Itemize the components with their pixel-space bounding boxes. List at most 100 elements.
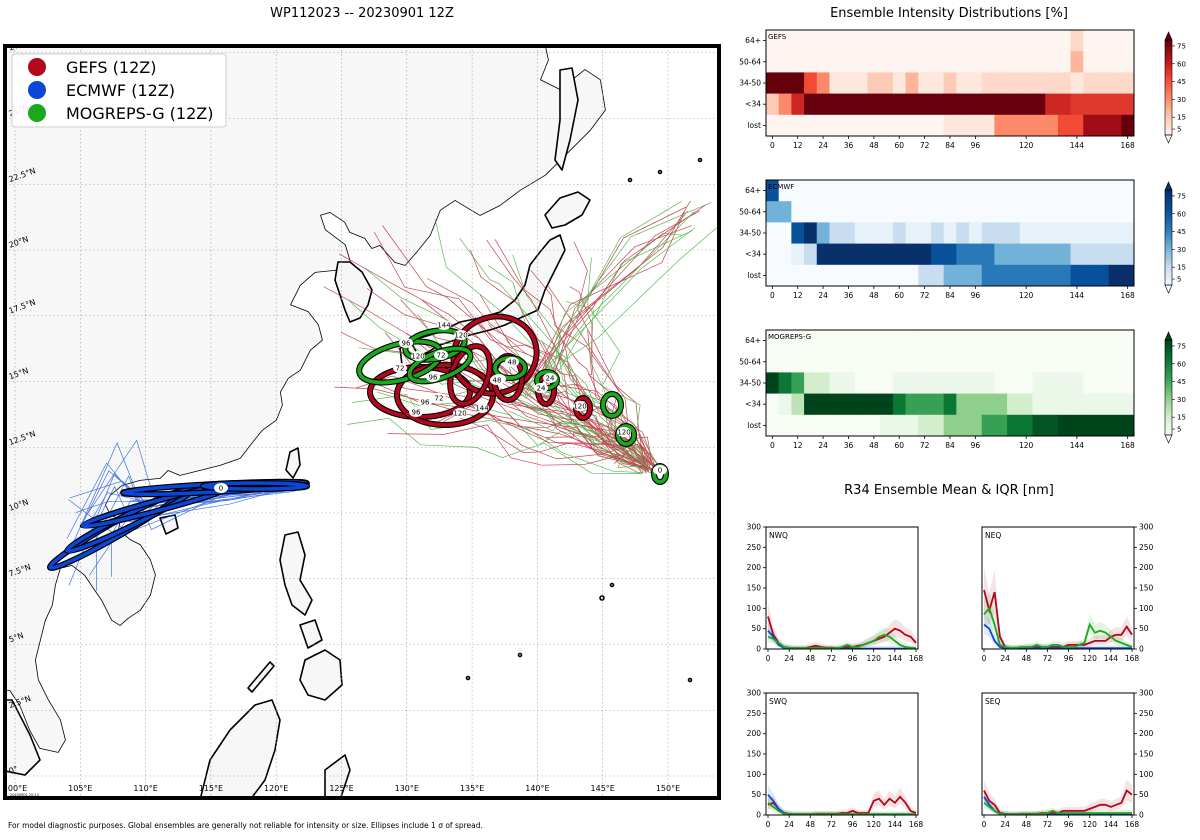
- lon-label: 105°E: [68, 784, 92, 793]
- row-label: 34-50: [739, 229, 761, 238]
- mogreps-hour-label: 24: [543, 373, 557, 383]
- mogreps-hour-label: 120: [617, 427, 631, 437]
- heatmap-cell: [766, 372, 780, 394]
- heatmap-cell: [905, 264, 919, 287]
- heatmap-cell: [1007, 51, 1021, 73]
- hour-label-bg: [543, 373, 557, 383]
- x-tick-label: 120: [1019, 441, 1034, 450]
- colorbar-segment: [1165, 242, 1172, 246]
- x-tick-label: 72: [920, 141, 930, 150]
- colorbar-frame: [1164, 339, 1173, 436]
- heatmap-cell: [905, 114, 919, 137]
- hour-label-text: 48: [493, 377, 502, 385]
- heatmap-cell: [994, 351, 1008, 373]
- heatmap-cell: [956, 72, 970, 94]
- lat-label: 0°: [8, 764, 20, 776]
- colorbar-segment: [1165, 378, 1172, 381]
- x-tick-label: 48: [1022, 820, 1032, 829]
- colorbar-segment: [1165, 213, 1172, 217]
- lon-label: 140°E: [525, 784, 549, 793]
- hour-label-bg: [434, 350, 448, 360]
- heatmap-cell: [905, 414, 919, 437]
- hour-label-bg: [437, 320, 451, 330]
- heatmap-cell: [867, 222, 881, 244]
- heatmap-cell: [804, 372, 818, 394]
- gefs-hour-label: 96: [409, 407, 423, 417]
- stamp: 20230901 20:13: [10, 793, 39, 797]
- heatmap-cell: [1007, 243, 1021, 266]
- heatmap-cell: [943, 201, 957, 223]
- heatmap-cell: [829, 393, 843, 416]
- y-tick-label: 0: [1139, 811, 1144, 820]
- heatmap-cell: [804, 114, 818, 137]
- legend-marker-ecmwf: [28, 81, 46, 99]
- heatmap-cell: [1045, 51, 1059, 73]
- heatmap-cell: [842, 201, 856, 223]
- heatmap-cell: [892, 201, 906, 223]
- land-hokkaido: [544, 191, 591, 229]
- colorbar-segment: [1165, 125, 1172, 129]
- lon-label: 145°E: [591, 784, 615, 793]
- row-label: 50-64: [739, 357, 761, 366]
- heatmap-cell: [816, 393, 830, 416]
- x-tick-label: 96: [1064, 654, 1074, 663]
- heatmap-cell: [816, 30, 830, 52]
- legend-box: [11, 53, 227, 128]
- land-visayas: [299, 619, 323, 649]
- heatmap-cell: [880, 93, 894, 116]
- hour-label-text: 120: [617, 429, 630, 437]
- y-tick-label: 100: [1139, 770, 1154, 779]
- colorbar-segment: [1165, 268, 1172, 272]
- mean-line-mogreps-g: [767, 633, 917, 650]
- heatmap-cell: [956, 222, 970, 244]
- heatmap-cell: [969, 180, 983, 202]
- heatmap-cell: [829, 201, 843, 223]
- heatmap-cell: [969, 393, 983, 416]
- heatmap-cell: [1108, 372, 1122, 394]
- heatmap-cell: [1057, 351, 1071, 373]
- r34-panel-swq: SWQ 0 50 100 150 200 250 300 0 24 48 72 96 120 144 168: [747, 689, 924, 830]
- x-tick-label: 48: [1022, 654, 1032, 663]
- r34-panel-nwq: NWQ 0 50 100 150 200 250 300 0 24 48 72 96 120 144 168: [747, 523, 924, 664]
- heatmap-cell: [1007, 30, 1021, 52]
- heatmap-cell: [1121, 414, 1135, 437]
- heatmap-cell: [867, 243, 881, 266]
- colorbar-extend-min: [1164, 284, 1173, 294]
- heatmap-cell: [994, 93, 1008, 116]
- r34-panel-neq: NEQ 0 50 100 150 200 250 300 0 24 48 72 96 120 144 168: [981, 523, 1154, 663]
- heatmap-cell: [880, 201, 894, 223]
- heatmap-cell: [842, 72, 856, 94]
- y-tick-label: 200: [747, 729, 762, 738]
- colorbar-segment: [1165, 382, 1172, 386]
- heatmap-cell: [956, 201, 970, 223]
- heatmap-cell: [1095, 372, 1110, 394]
- iqr-band-mogreps-g: [984, 796, 1132, 815]
- intensity-heatmaps: GEFS 64+ 50-64 34-50 <34 lost 0 12 24 36 48 60 72 84 9…: [739, 29, 1186, 450]
- gefs-hour-label: 120: [454, 330, 468, 340]
- x-tick-label: 168: [1125, 820, 1140, 829]
- heatmap-cell: [943, 114, 957, 137]
- heatmap-cell: [1083, 351, 1097, 373]
- heatmap-cell: [981, 264, 995, 287]
- colorbar-segment: [1165, 230, 1172, 234]
- y-tick-label: 50: [751, 624, 761, 633]
- heatmap-cell: [1121, 222, 1135, 244]
- gefs-member-track: [530, 269, 656, 472]
- heatmap-cell: [981, 201, 995, 223]
- mogreps-member-track: [537, 232, 683, 394]
- x-tick-label: 120: [1083, 820, 1098, 829]
- heatmap-cell: [1019, 51, 1033, 73]
- heatmap-cell: [1045, 201, 1059, 223]
- heatmap-cell: [791, 114, 805, 137]
- heatmap-cell: [905, 222, 919, 244]
- heatmap-cell: [842, 372, 856, 394]
- heatmap-cell: [778, 264, 792, 287]
- heatmap-cell: [981, 114, 995, 137]
- heatmap-cell: [842, 114, 856, 137]
- x-tick-label: 12: [793, 291, 803, 300]
- heatmap-cell: [1032, 330, 1046, 352]
- heatmap-cell: [1045, 372, 1059, 394]
- hour-label-text: 144: [437, 322, 451, 330]
- heatmap-cell: [854, 351, 868, 373]
- heatmap-cell: [930, 180, 945, 202]
